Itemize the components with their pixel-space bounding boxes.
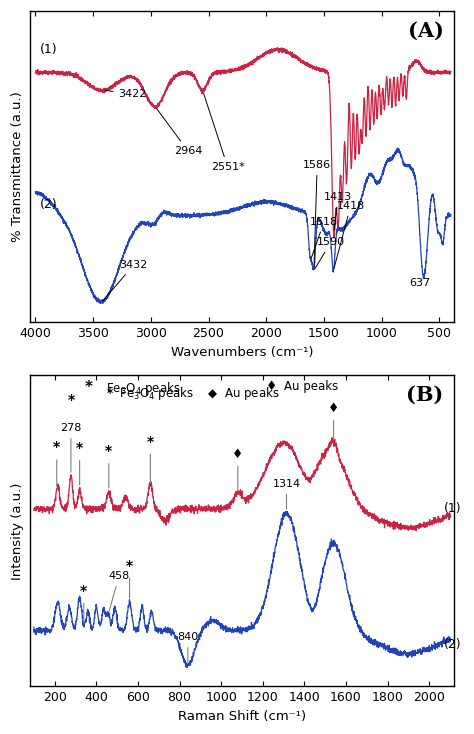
Text: $\mathbf{*}$  Fe$_3$O$_4$ peaks    $\mathbf{◆}$  Au peaks: $\mathbf{*}$ Fe$_3$O$_4$ peaks $\mathbf{… xyxy=(106,385,280,401)
Text: *: * xyxy=(126,559,133,598)
Text: *: * xyxy=(147,435,154,483)
X-axis label: Wavenumbers (cm⁻¹): Wavenumbers (cm⁻¹) xyxy=(171,346,313,359)
Text: (2): (2) xyxy=(40,197,58,211)
Text: ♦: ♦ xyxy=(266,380,277,393)
X-axis label: Raman Shift (cm⁻¹): Raman Shift (cm⁻¹) xyxy=(178,710,306,723)
Text: 840: 840 xyxy=(177,632,199,663)
Text: 1586: 1586 xyxy=(303,160,331,266)
Text: ♦: ♦ xyxy=(328,401,339,440)
Text: 2964: 2964 xyxy=(156,109,202,156)
Y-axis label: % Transmittance (a.u.): % Transmittance (a.u.) xyxy=(11,91,24,242)
Text: (1): (1) xyxy=(444,502,462,515)
Text: 2551*: 2551* xyxy=(203,93,245,172)
Text: 3422: 3422 xyxy=(105,90,147,99)
Text: 1590: 1590 xyxy=(315,237,345,269)
Text: *: * xyxy=(67,393,74,407)
Text: 1413: 1413 xyxy=(324,192,352,230)
Text: (2): (2) xyxy=(444,638,462,651)
Text: *: * xyxy=(76,441,83,485)
Text: *: * xyxy=(105,444,112,488)
Text: (A): (A) xyxy=(408,21,444,40)
Text: 1314: 1314 xyxy=(273,479,301,509)
Text: *: * xyxy=(80,584,87,623)
Text: *: * xyxy=(53,440,60,487)
Text: 458: 458 xyxy=(109,571,129,611)
Text: 1418: 1418 xyxy=(334,200,365,268)
Text: (1): (1) xyxy=(40,43,58,57)
Text: (B): (B) xyxy=(406,385,444,404)
Text: ♦: ♦ xyxy=(232,448,244,491)
Text: Fe$_3$O$_4$ peaks: Fe$_3$O$_4$ peaks xyxy=(106,380,181,397)
Text: 278: 278 xyxy=(60,423,82,472)
Text: *: * xyxy=(85,380,93,395)
Text: Au peaks: Au peaks xyxy=(284,380,339,393)
Text: 1618: 1618 xyxy=(310,217,338,258)
Text: 3432: 3432 xyxy=(103,260,148,301)
Y-axis label: Intensity (a.u.): Intensity (a.u.) xyxy=(11,482,24,580)
Text: 637: 637 xyxy=(409,278,430,288)
